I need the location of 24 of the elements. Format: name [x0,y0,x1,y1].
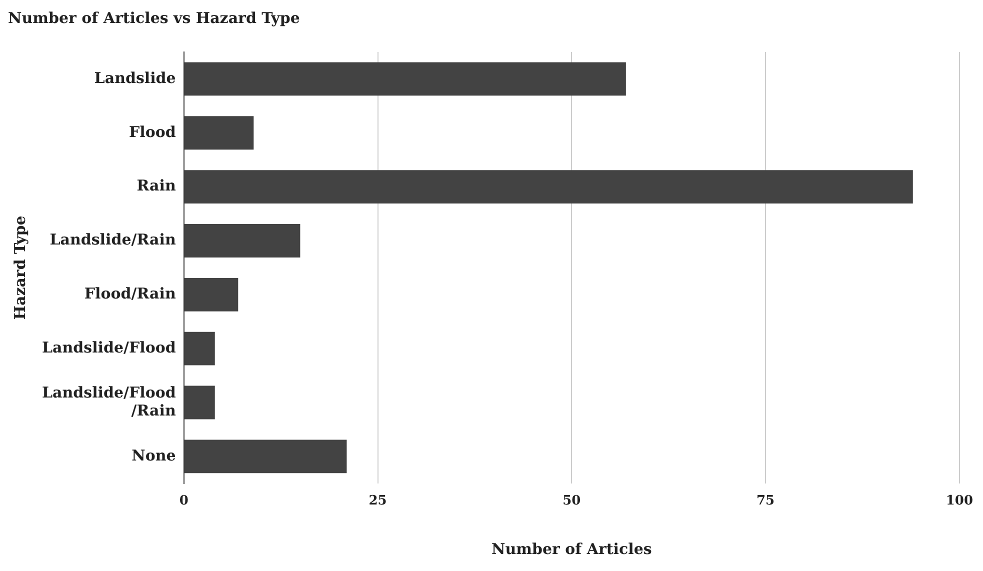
y-axis-title: Hazard Type [10,216,29,320]
y-tick-label: Landslide [94,68,176,87]
bar [184,386,215,420]
x-tick-label: 25 [368,494,387,509]
bar [184,62,626,96]
bar [184,116,254,150]
bar [184,332,215,366]
y-tick-label: Rain [136,176,176,195]
y-tick-label: None [132,446,176,464]
x-tick-label: 75 [756,494,775,509]
x-tick-label: 0 [179,494,188,509]
y-tick-label: Flood/Rain [84,284,176,303]
bar [184,170,913,204]
y-tick-label: Flood [129,122,176,141]
y-tick-label: Landslide/Rain [50,230,176,249]
bar [184,278,238,312]
x-tick-label: 50 [562,494,581,509]
bar [184,440,347,474]
chart-title: Number of Articles vs Hazard Type [8,8,300,27]
y-tick-label: Landslide/Flood/Rain [42,383,176,420]
x-tick-label: 100 [946,494,973,509]
y-tick-label: Landslide/Flood [42,338,176,356]
bar [184,224,300,258]
x-axis-title: Number of Articles [491,540,652,558]
